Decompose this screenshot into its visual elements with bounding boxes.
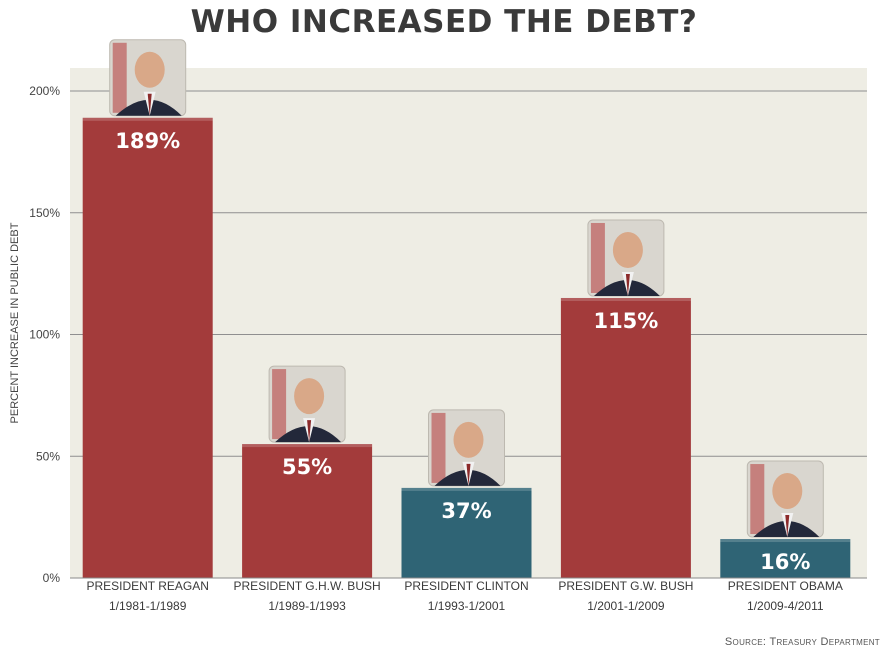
x-category-label: PRESIDENT OBAMA [728, 579, 843, 593]
y-tick-label: 200% [29, 84, 60, 98]
chart-title: WHO INCREASED THE DEBT? [190, 4, 698, 40]
value-label: 189% [115, 129, 180, 153]
x-category-date-range: 1/1981-1/1989 [109, 599, 187, 613]
x-category-date-range: 1/2001-1/2009 [587, 599, 665, 613]
y-tick-label: 150% [29, 206, 60, 220]
source-note: Source: Treasury Department [724, 636, 880, 648]
portrait-gw-bush [587, 219, 665, 297]
x-category-label: PRESIDENT REAGAN [86, 579, 208, 593]
x-category-date-range: 1/2009-4/2011 [747, 599, 824, 613]
bar [720, 539, 851, 578]
bar-highlight [560, 297, 691, 301]
y-tick-label: 100% [29, 328, 60, 342]
bar [401, 487, 532, 578]
value-label: 55% [282, 455, 332, 479]
bar-highlight [82, 117, 213, 121]
value-label: 37% [441, 499, 491, 523]
portrait-clinton [428, 409, 505, 487]
y-tick-label: 0% [43, 571, 61, 585]
x-category-label: PRESIDENT G.W. BUSH [558, 579, 693, 593]
x-category-label: PRESIDENT G.H.W. BUSH [234, 579, 381, 593]
bar-highlight [242, 444, 373, 448]
portrait-ghw-bush [268, 365, 346, 443]
bar-highlight [720, 539, 851, 543]
bar-chart: 0% 50% 100% 150% 200% 189% PRESIDENT REAGAN 1/… [9, 39, 867, 613]
portrait-obama [746, 460, 824, 538]
bar-highlight [401, 487, 532, 491]
bar [242, 444, 373, 578]
x-category-label: PRESIDENT CLINTON [404, 579, 528, 593]
bar [560, 297, 691, 578]
value-label: 115% [593, 309, 658, 333]
value-label: 16% [760, 550, 810, 574]
bar [82, 117, 213, 578]
y-axis-title: PERCENT INCREASE IN PUBLIC DEBT [9, 222, 21, 423]
portrait-reagan [109, 39, 187, 117]
x-category-date-range: 1/1989-1/1993 [268, 599, 346, 613]
y-tick-label: 50% [36, 449, 60, 463]
x-category-date-range: 1/1993-1/2001 [428, 599, 506, 613]
